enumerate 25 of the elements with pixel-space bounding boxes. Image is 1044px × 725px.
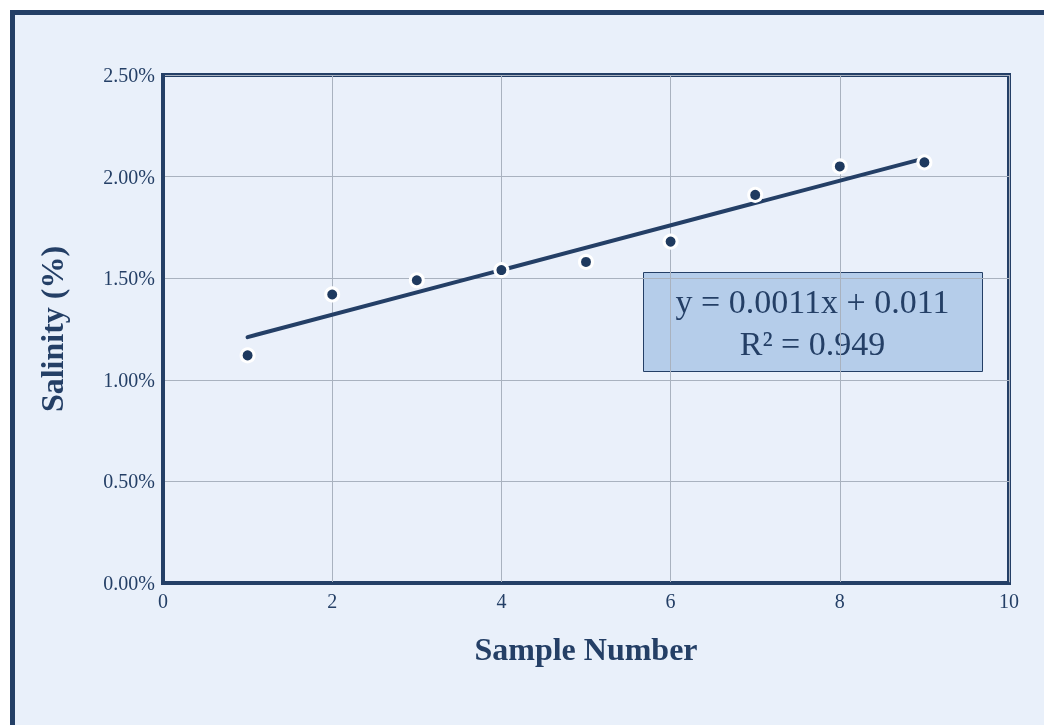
x-tick-label: 6: [665, 590, 676, 612]
annotation: R² = 0.949: [739, 325, 886, 362]
point: [747, 186, 764, 203]
point: [831, 158, 848, 175]
y-tick-label: 0.00%: [103, 572, 155, 594]
annotation: y = 0.0011x + 0.011: [675, 283, 950, 320]
y-tick-label: 2.50%: [103, 64, 155, 86]
point: [916, 154, 933, 171]
point: [578, 253, 594, 270]
y-tick-label: 0.50%: [103, 470, 155, 493]
x-tick-label: 8: [834, 590, 845, 612]
x-axis-title: Sample Number: [474, 631, 698, 667]
point: [239, 347, 256, 364]
x-tick-label: 0: [158, 590, 168, 612]
y-tick-label: 1.50%: [103, 267, 155, 290]
point: [324, 286, 341, 303]
y-tick-label: 2.00%: [103, 165, 155, 188]
point: [493, 262, 510, 279]
point: [662, 233, 679, 250]
y-axis-title: Salinity (%): [34, 245, 70, 413]
x-tick-label: 2: [327, 590, 338, 612]
x-tick-label: 10: [999, 590, 1019, 612]
y-tick-label: 1.00%: [103, 368, 155, 391]
x-tick-label: 4: [496, 590, 507, 612]
point: [408, 272, 425, 289]
